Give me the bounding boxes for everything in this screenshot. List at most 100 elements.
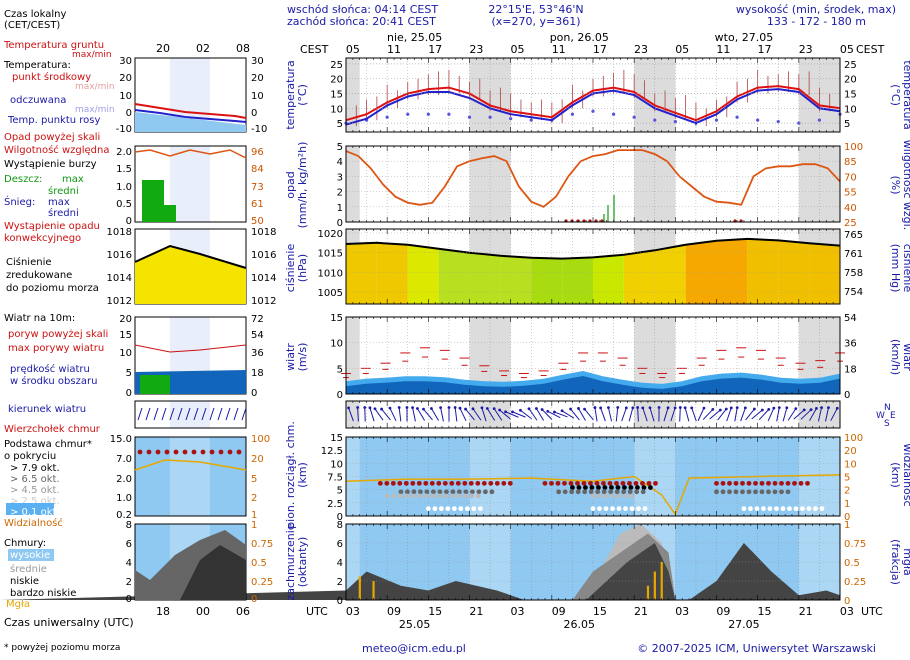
legend-rain-area	[142, 180, 164, 222]
y-tick-label: 5	[844, 119, 850, 130]
cloud-base-dot	[576, 485, 582, 490]
night-stripe	[634, 401, 676, 428]
wind-arrow-head	[815, 407, 818, 410]
wind-arrow-head	[480, 406, 484, 410]
y-tick-label: 10	[330, 104, 343, 115]
panels: 5101520255101520250123452540557085100100…	[0, 57, 866, 607]
wind-arrow-head	[504, 410, 507, 414]
cloud-base-dot	[404, 493, 410, 499]
cloud-base-dot	[590, 506, 596, 512]
cloud-base-dot	[468, 480, 474, 486]
email-text[interactable]: meteo@icm.edu.pl	[362, 642, 466, 655]
utc-label: UTC	[306, 605, 328, 618]
humidity-tick: 40	[844, 203, 857, 214]
pressure-fill	[376, 242, 408, 304]
cloud-base-dot	[542, 480, 548, 486]
wind-arrow-head	[577, 407, 580, 410]
wind-arrow	[734, 407, 738, 422]
legend-cloud-dot	[200, 449, 206, 455]
wind-arrow	[357, 407, 359, 422]
wind-arrow-head	[553, 410, 556, 414]
cloud-base-dot	[627, 489, 633, 495]
legend-utc-time: Czas uniwersalny (UTC)	[4, 616, 134, 629]
hour-top-label: 11	[387, 43, 401, 56]
legend-tick: 6	[126, 539, 132, 550]
wind-arrow	[637, 407, 639, 422]
y-tick-label: 1015	[318, 249, 343, 260]
night-stripe	[798, 146, 840, 222]
wind-arrow-head	[583, 407, 586, 411]
legend-cloud-base-2: o pokryciu	[4, 451, 56, 462]
cloud-base-dot	[602, 485, 608, 490]
wind-arrow	[459, 407, 467, 422]
utc-label-right: UTC	[861, 605, 883, 618]
wind-arrow	[758, 409, 770, 420]
cloud-base-dot	[391, 493, 397, 499]
cloud-base-dot	[714, 480, 719, 486]
visibility-axis-title: widzialność	[901, 443, 910, 506]
cloud-base-dot	[469, 493, 475, 499]
cloud-base-dot	[733, 480, 739, 486]
legend-tick: 50	[251, 216, 264, 227]
humidity-line	[345, 149, 841, 208]
wind-arrow	[740, 407, 746, 422]
legend-conv-2: konwekcyjnego	[4, 233, 81, 244]
pressure-fill	[500, 255, 532, 304]
compass-n: N	[884, 403, 891, 413]
y-tick-label: 15	[330, 433, 343, 444]
wind-arrow	[649, 407, 655, 422]
hour-top-label: 05	[346, 43, 360, 56]
y-tick-label: 8	[337, 520, 343, 531]
axis-titles: temperatura (°C) (°C) temperatura opad (…	[284, 60, 910, 600]
cloud-base-dot	[785, 480, 791, 486]
wind-arrow-head	[648, 406, 652, 410]
wind-arrow	[454, 407, 458, 422]
cloud-base-dot	[456, 489, 462, 495]
legend-tick: 0	[251, 594, 257, 605]
pressure-fill	[407, 244, 439, 304]
cloud-base-dot	[445, 506, 451, 512]
legend-low: niskie	[10, 576, 39, 587]
cloud-base-dot	[819, 506, 825, 512]
y-tick-label: 10	[330, 339, 343, 350]
wind-arrow-head	[673, 406, 677, 410]
fog-bar	[646, 585, 650, 600]
hour-bottom-label: 15	[428, 605, 442, 618]
pressure-fill	[593, 254, 624, 304]
cloud-base-dot	[607, 480, 613, 486]
cloud-base-dot	[377, 480, 383, 486]
cloud-base-dot	[449, 480, 455, 486]
legend-tick: 2	[126, 577, 132, 588]
cloud-base-dot	[410, 493, 416, 499]
legend-tick: 1014	[107, 273, 132, 284]
y-tick-label: 20	[330, 75, 343, 86]
cloud-base-dot	[424, 489, 430, 495]
y-tick-label: 1020	[318, 229, 343, 240]
legend-hour-top: 20	[156, 42, 170, 55]
compass-e: E	[890, 411, 896, 421]
y-tick-label: 20	[844, 75, 857, 86]
wind-arrow	[691, 407, 697, 422]
email-link[interactable]: meteo@icm.edu.pl	[362, 642, 466, 655]
cloud-base-dot	[562, 480, 567, 486]
dew-point-dot	[632, 115, 636, 119]
legend-tick: 1014	[251, 273, 276, 284]
cloud-base-dot	[610, 506, 615, 512]
hour-bottom-label: 03	[346, 605, 360, 618]
wind-arrow-head	[772, 406, 776, 410]
legend-tick: 1012	[251, 296, 276, 307]
cloud-base-dot	[740, 480, 745, 486]
dew-point-dot	[756, 118, 760, 122]
wind-arrow	[561, 410, 575, 419]
wind-arrow-head	[785, 406, 789, 410]
legend-night	[170, 437, 210, 516]
wind-arrow-head	[777, 406, 781, 410]
fog-tick: 0	[844, 596, 850, 607]
wind-arrow	[486, 408, 496, 421]
y-tick-label: 12.5	[321, 446, 343, 457]
cloud-base-dot	[581, 480, 587, 486]
wind-arrow-head	[527, 407, 531, 411]
wind-arrow-head	[569, 407, 572, 411]
cloud-base-dot	[622, 485, 627, 490]
wind-arrow	[745, 408, 755, 421]
